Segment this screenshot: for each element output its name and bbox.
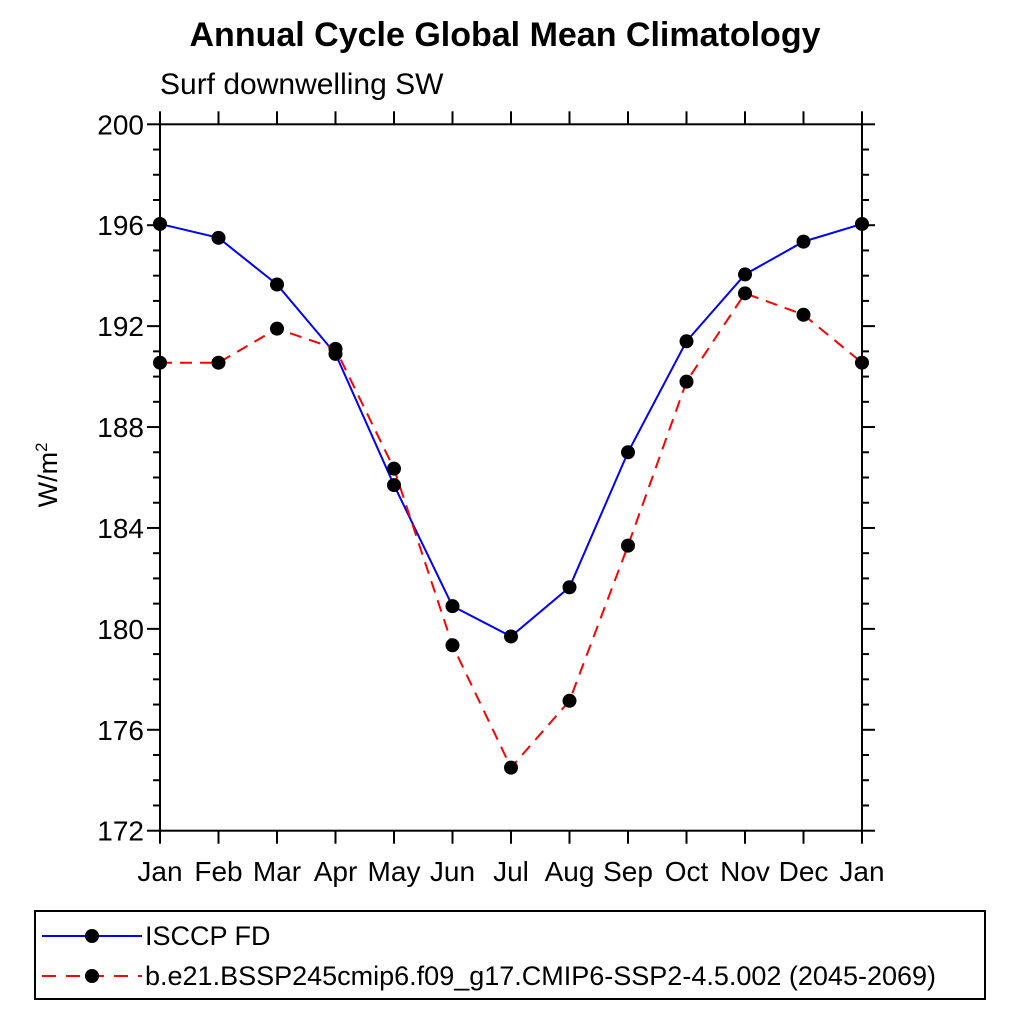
x-tick-label: Dec <box>779 856 829 887</box>
data-point-marker <box>153 216 167 231</box>
x-tick-label: Aug <box>545 856 595 887</box>
data-point-marker <box>211 230 226 245</box>
x-axis-ticks <box>159 111 863 844</box>
legend-label: ISCCP FD <box>145 920 271 951</box>
x-tick-label: May <box>368 856 421 887</box>
data-point-marker <box>621 538 635 553</box>
x-tick-label: Apr <box>314 856 358 887</box>
y-tick-label: 192 <box>97 311 144 342</box>
data-point-marker <box>562 693 577 708</box>
data-point-marker <box>328 341 343 356</box>
x-tick-label: Oct <box>665 856 709 887</box>
series-line-model <box>160 292 863 770</box>
y-tick-label: 184 <box>97 513 144 544</box>
data-point-marker <box>211 355 226 370</box>
legend-line-sample-dashed <box>42 969 142 983</box>
y-tick-label: 196 <box>97 210 144 241</box>
x-tick-label: Nov <box>720 856 770 887</box>
x-tick-label: Feb <box>194 856 242 887</box>
data-point-marker <box>562 580 577 595</box>
series-markers-model <box>153 286 869 775</box>
data-point-marker <box>153 355 167 370</box>
series-markers-isccp-fd <box>153 216 869 644</box>
data-point-marker <box>796 234 811 249</box>
data-point-marker <box>679 334 694 349</box>
y-tick-label: 172 <box>97 816 144 847</box>
data-point-marker <box>387 478 401 493</box>
y-axis-tick-labels: 172 176 180 184 188 192 196 200 <box>97 109 144 846</box>
x-tick-label: Mar <box>253 856 301 887</box>
x-tick-label: Jan <box>839 856 884 887</box>
legend-item-isccp-fd: ISCCP FD <box>36 916 984 956</box>
y-tick-label: 180 <box>97 614 144 645</box>
data-point-marker <box>270 277 284 292</box>
data-point-marker <box>679 374 694 389</box>
x-tick-label: Sep <box>603 856 653 887</box>
y-axis-ticks <box>147 123 875 832</box>
data-point-marker <box>738 267 752 282</box>
legend: ISCCP FD b.e21.BSSP245cmip6.f09_g17.CMIP… <box>34 910 986 1000</box>
x-tick-label: Jan <box>137 856 182 887</box>
legend-sample-marker-icon <box>85 929 99 943</box>
y-tick-label: 176 <box>97 715 144 746</box>
x-tick-label: Jul <box>493 856 529 887</box>
plot-frame <box>159 123 863 832</box>
data-point-marker <box>270 321 284 336</box>
y-tick-label: 188 <box>97 412 144 443</box>
series-line-isccp-fd <box>159 222 863 638</box>
data-point-marker <box>504 760 518 775</box>
data-point-marker <box>796 307 811 322</box>
legend-sample-marker-icon <box>85 969 99 983</box>
legend-item-model: b.e21.BSSP245cmip6.f09_g17.CMIP6-SSP2-4.… <box>36 956 984 996</box>
data-point-marker <box>504 629 518 644</box>
legend-label: b.e21.BSSP245cmip6.f09_g17.CMIP6-SSP2-4.… <box>145 960 937 991</box>
x-axis-tick-labels: Jan Feb Mar Apr May Jun Jul Aug Sep Oct Nov Dec Jan <box>137 856 884 887</box>
data-point-marker <box>855 216 869 231</box>
chart-subtitle: Surf downwelling SW <box>160 68 444 101</box>
y-tick-label: 200 <box>97 109 144 140</box>
data-point-marker <box>445 638 460 653</box>
x-tick-label: Jun <box>430 856 475 887</box>
data-point-marker <box>621 445 635 460</box>
chart-title: Annual Cycle Global Mean Climatology <box>189 16 821 54</box>
data-point-marker <box>445 599 460 614</box>
data-point-marker <box>738 286 752 301</box>
data-point-marker <box>855 355 869 370</box>
legend-line-sample-solid <box>42 929 142 943</box>
data-point-marker <box>387 461 401 476</box>
